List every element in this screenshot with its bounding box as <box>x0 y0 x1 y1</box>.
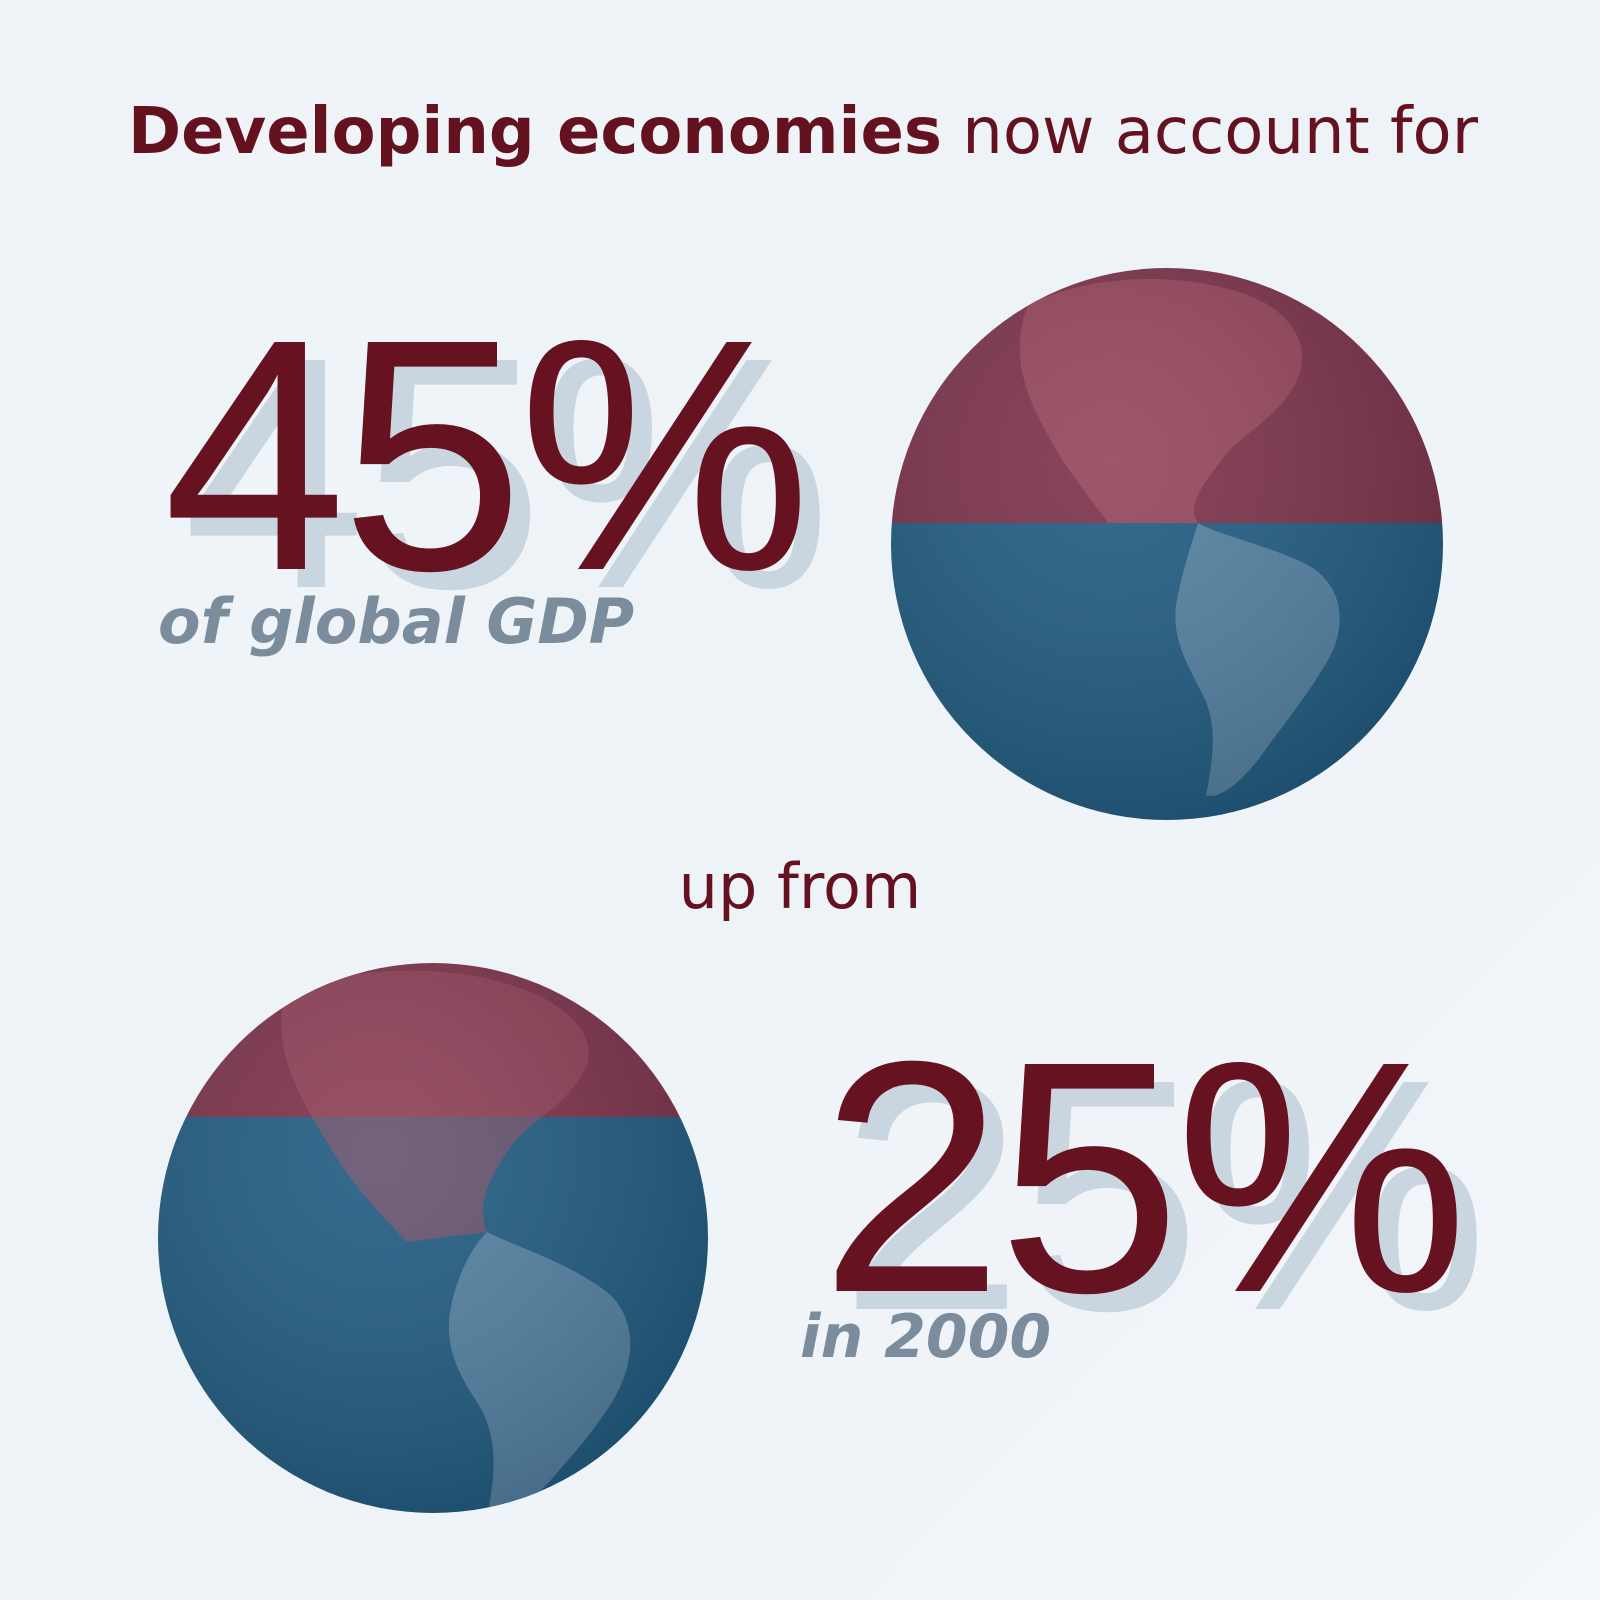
connector-text: up from <box>678 850 922 923</box>
headline-rest: now account for <box>941 95 1478 169</box>
headline-bold: Developing economies <box>128 95 942 169</box>
globe-icon <box>157 962 710 1515</box>
current-value: 45% <box>163 270 811 639</box>
current-value-shadow: 45% <box>183 288 831 657</box>
headline: Developing economies now account for <box>128 92 1488 172</box>
previous-value: 25% <box>820 992 1468 1361</box>
previous-label: in 2000 <box>800 1302 1052 1372</box>
globe-icon <box>888 265 1446 823</box>
previous-value-shadow: 25% <box>840 1010 1488 1379</box>
current-label: of global GDP <box>158 585 635 658</box>
